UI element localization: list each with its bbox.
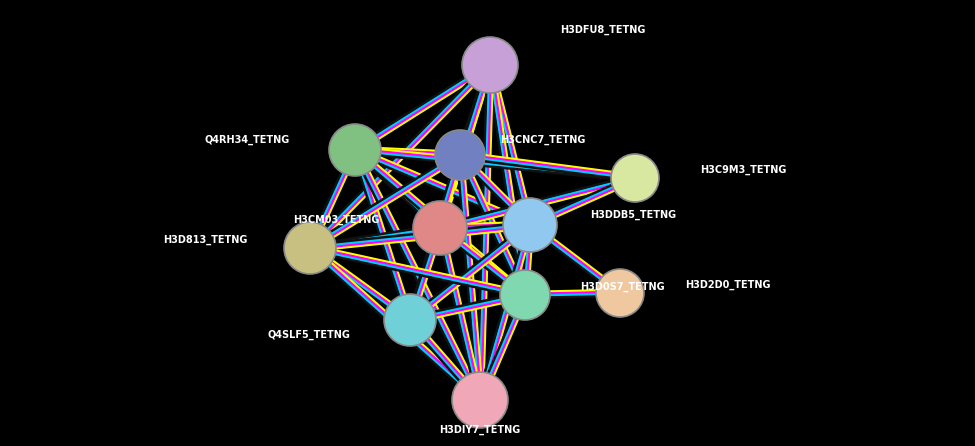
Circle shape [435, 130, 485, 180]
Text: H3C9M3_TETNG: H3C9M3_TETNG [700, 165, 787, 175]
Circle shape [413, 201, 467, 255]
Circle shape [384, 294, 436, 346]
Text: H3DDB5_TETNG: H3DDB5_TETNG [590, 210, 676, 220]
Text: H3DIY7_TETNG: H3DIY7_TETNG [440, 425, 521, 435]
Text: H3CM03_TETNG: H3CM03_TETNG [293, 215, 380, 225]
Text: Q4RH34_TETNG: Q4RH34_TETNG [205, 135, 290, 145]
Circle shape [500, 270, 550, 320]
Circle shape [284, 222, 336, 274]
Circle shape [452, 372, 508, 428]
Text: H3D2D0_TETNG: H3D2D0_TETNG [685, 280, 770, 290]
Circle shape [503, 198, 557, 252]
Circle shape [462, 37, 518, 93]
Text: Q4SLF5_TETNG: Q4SLF5_TETNG [267, 330, 350, 340]
Text: H3D813_TETNG: H3D813_TETNG [164, 235, 248, 245]
Circle shape [596, 269, 644, 317]
Text: H3CNC7_TETNG: H3CNC7_TETNG [500, 135, 585, 145]
Text: H3D0S7_TETNG: H3D0S7_TETNG [580, 282, 665, 292]
Text: H3DFU8_TETNG: H3DFU8_TETNG [560, 25, 645, 35]
Circle shape [611, 154, 659, 202]
Circle shape [329, 124, 381, 176]
